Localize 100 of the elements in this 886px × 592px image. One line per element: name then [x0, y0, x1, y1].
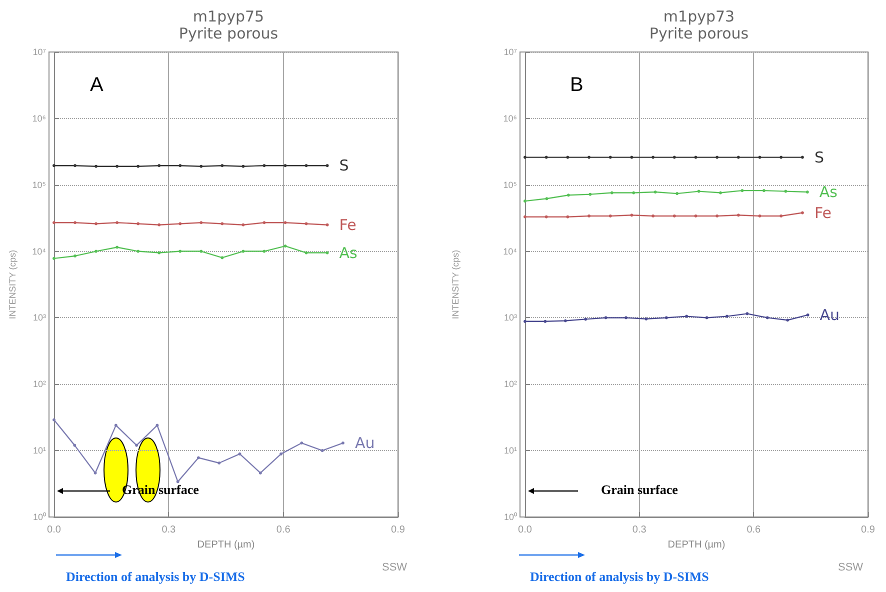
- y-tick-label: 10⁵: [32, 180, 46, 190]
- y-tick-label: 10⁶: [503, 113, 518, 124]
- y-tick-label: 10⁴: [32, 246, 46, 256]
- series-label: S: [339, 156, 349, 175]
- series-label: Fe: [339, 216, 356, 234]
- point: [116, 164, 119, 168]
- x-tick-label: 0.3: [632, 524, 647, 536]
- y-tick-label: 10⁰: [504, 512, 517, 522]
- chart-title: m1pyp75: [192, 8, 264, 26]
- point: [341, 442, 344, 444]
- point: [300, 442, 304, 444]
- point: [780, 156, 783, 159]
- point: [136, 250, 140, 253]
- point: [524, 156, 526, 159]
- point: [218, 462, 221, 464]
- point: [242, 223, 245, 226]
- point: [604, 316, 608, 320]
- line-series: [524, 189, 809, 203]
- point: [736, 214, 740, 217]
- point: [176, 480, 180, 484]
- point: [178, 222, 182, 226]
- y-tick-label: 10⁷: [32, 47, 46, 57]
- point: [262, 221, 266, 224]
- series-label: As: [819, 183, 838, 202]
- point: [135, 444, 138, 447]
- chart-subtitle: Pyrite porous: [178, 24, 278, 42]
- series-label: As: [339, 244, 358, 262]
- x-tick-label: 0.0: [518, 524, 532, 536]
- point: [196, 456, 200, 460]
- point: [158, 251, 161, 254]
- point: [74, 164, 77, 168]
- point: [566, 215, 570, 218]
- y-tick-label: 10⁰: [32, 512, 46, 522]
- point: [220, 222, 224, 226]
- y-tick-label: 10⁷: [504, 47, 517, 57]
- point: [262, 164, 266, 168]
- line-series: [52, 418, 344, 484]
- point: [158, 164, 161, 168]
- point: [74, 221, 77, 224]
- text: SSW: [838, 562, 864, 574]
- y-tick-label: 10⁵: [503, 180, 518, 190]
- point: [608, 156, 612, 159]
- point: [116, 246, 119, 249]
- point: [52, 256, 56, 260]
- y-tick-label: 10²: [32, 379, 46, 390]
- x-tick-label: 0.0: [47, 524, 62, 536]
- point: [544, 215, 548, 218]
- point: [262, 250, 266, 253]
- point: [136, 164, 140, 168]
- point: [280, 452, 283, 456]
- annotation: Grain surface: [601, 482, 678, 497]
- annotation: B: [570, 74, 584, 96]
- annotation: A: [90, 74, 104, 96]
- point: [610, 191, 614, 194]
- point: [200, 221, 203, 224]
- point: [766, 316, 769, 320]
- point: [114, 424, 118, 427]
- x-tick-label: 0.9: [861, 524, 876, 536]
- point: [694, 156, 698, 159]
- y-axis-title: INTENSITY (cps): [8, 250, 18, 320]
- text: SSW: [382, 562, 408, 574]
- point: [178, 164, 182, 168]
- point: [326, 164, 329, 168]
- point: [73, 444, 76, 447]
- point: [156, 424, 159, 427]
- y-tick-label: 10⁶: [32, 113, 46, 124]
- point: [304, 251, 308, 254]
- chart-subtitle: Pyrite porous: [649, 24, 749, 42]
- point: [242, 164, 245, 168]
- point: [644, 317, 648, 320]
- y-tick-label: 10³: [504, 312, 517, 323]
- point: [52, 418, 56, 422]
- point: [564, 319, 567, 322]
- point: [588, 156, 591, 159]
- point: [200, 164, 203, 168]
- point: [284, 221, 287, 224]
- point: [158, 223, 161, 226]
- point: [719, 191, 722, 194]
- point: [524, 200, 526, 203]
- point: [136, 222, 140, 226]
- point: [242, 250, 245, 253]
- line-series: [524, 312, 810, 323]
- point: [806, 190, 809, 194]
- x-tick-label: 0.3: [162, 524, 176, 536]
- series-label: S: [814, 148, 824, 166]
- line-series: [52, 244, 329, 260]
- point: [588, 192, 592, 196]
- point: [652, 156, 655, 159]
- point: [544, 156, 548, 159]
- point: [624, 316, 628, 320]
- x-axis-title: DEPTH (µm): [668, 539, 726, 550]
- point: [524, 215, 526, 218]
- x-tick-label: 0.9: [391, 524, 406, 536]
- point: [697, 190, 700, 193]
- point: [326, 223, 329, 226]
- point: [758, 156, 762, 159]
- point: [685, 314, 688, 318]
- x-axis-title: DEPTH (µm): [197, 539, 255, 550]
- series-label: Au: [820, 306, 840, 324]
- point: [786, 318, 790, 322]
